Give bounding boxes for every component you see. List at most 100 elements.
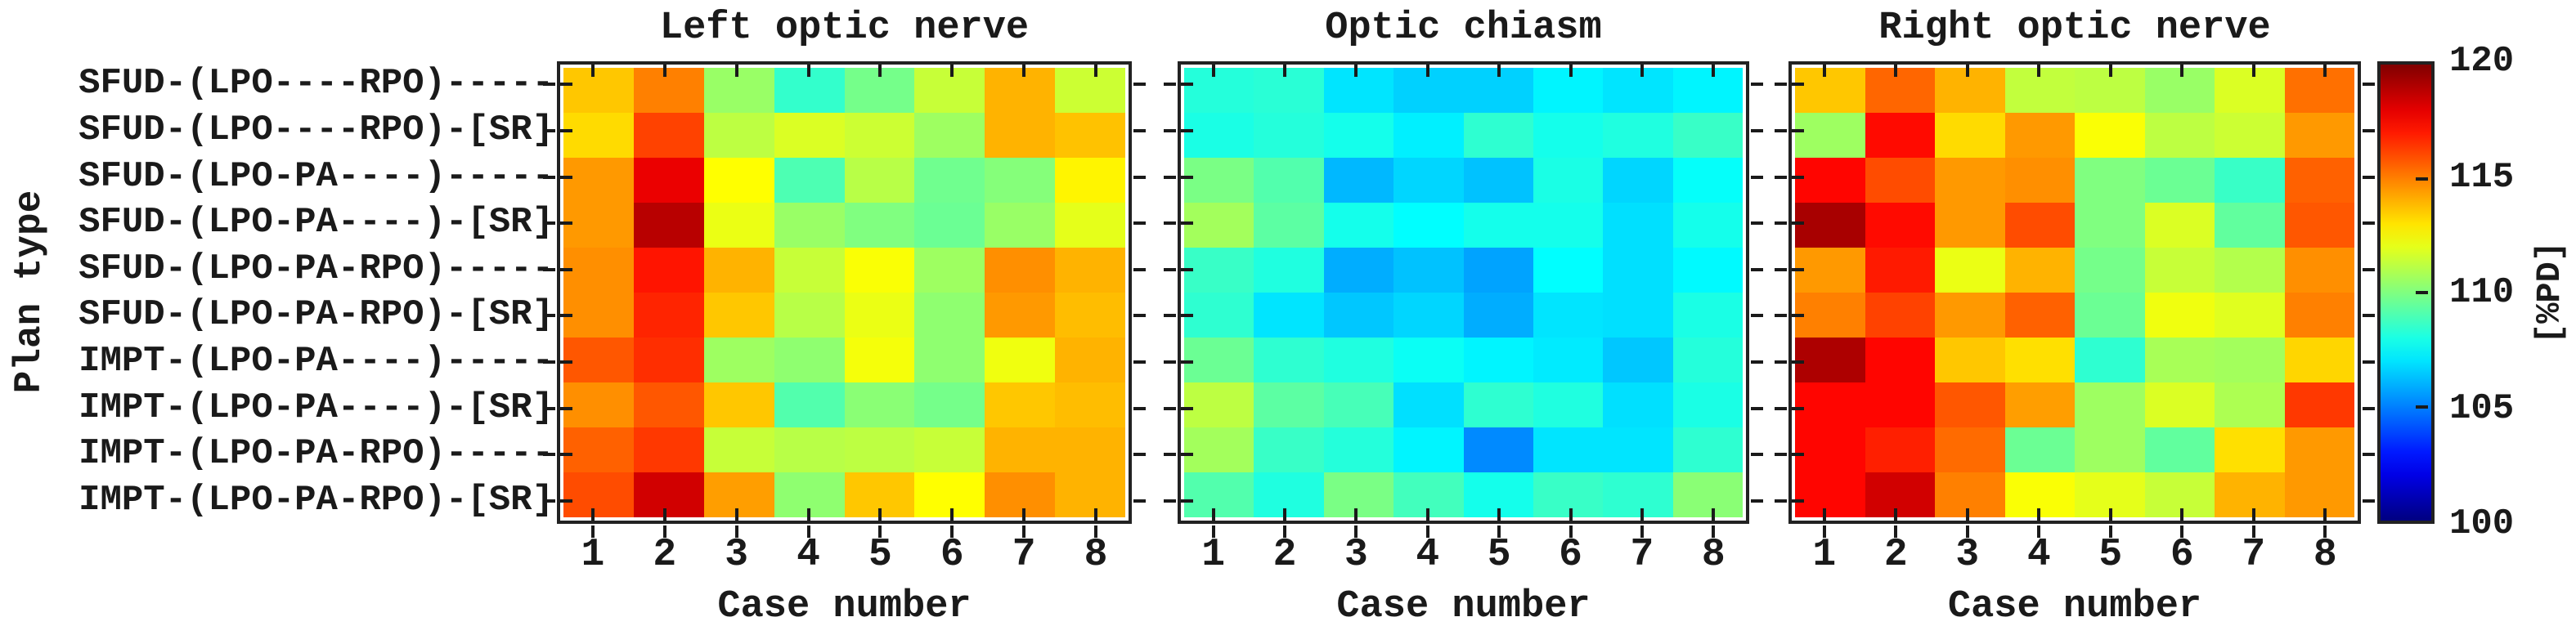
heatmap-cell — [1672, 472, 1743, 517]
axis-tick — [1133, 221, 1146, 226]
heatmap-cell — [633, 338, 704, 382]
axis-tick — [1775, 221, 1787, 226]
axis-tick — [2363, 360, 2375, 364]
heatmap-cell — [1672, 113, 1743, 158]
heatmap-cell — [1055, 293, 1125, 338]
row-label: SFUD-(LPO-PA----)----- — [79, 155, 554, 197]
axis-tick — [1022, 508, 1026, 521]
heatmap-cell — [2284, 113, 2354, 158]
heatmap-cell — [1603, 158, 1673, 203]
heatmap-cell — [633, 158, 704, 203]
heatmap-cell — [703, 68, 774, 113]
axis-tick — [1775, 314, 1787, 318]
axis-tick — [734, 65, 738, 77]
heatmap-cell — [633, 293, 704, 338]
row-label: IMPT-(LPO-PA----)----- — [79, 340, 554, 382]
colorbar-tick-label: 105 — [2449, 387, 2515, 429]
heatmap-cell — [2144, 248, 2215, 293]
axis-tick — [543, 360, 555, 364]
heatmap-cell — [2004, 203, 2075, 248]
heatmap-cell — [1463, 158, 1533, 203]
axis-tick — [1751, 175, 1763, 179]
axis-tick — [1181, 406, 1193, 410]
heatmap-cell — [1323, 158, 1394, 203]
axis-tick — [1094, 508, 1098, 521]
heatmap-cell — [2215, 427, 2285, 472]
x-tick-label: 5 — [868, 533, 892, 577]
heatmap-cell — [2284, 293, 2354, 338]
axis-tick — [543, 453, 555, 457]
x-tick-label: 4 — [797, 533, 820, 577]
heatmap-cell — [1533, 203, 1604, 248]
heatmap-cell — [1323, 338, 1394, 382]
heatmap-cell — [1795, 248, 1865, 293]
heatmap-cell — [563, 382, 634, 427]
axis-tick — [1164, 406, 1176, 410]
colorbar — [2377, 61, 2435, 524]
heatmap-cell — [1603, 68, 1673, 113]
axis-tick — [2108, 525, 2112, 538]
axis-tick — [2037, 525, 2041, 538]
heatmap-cell — [1184, 427, 1254, 472]
heatmap-cell — [703, 203, 774, 248]
x-tick-label: 8 — [2313, 533, 2337, 577]
heatmap-cell — [1795, 293, 1865, 338]
heatmap-cell — [1055, 248, 1125, 293]
axis-tick — [662, 65, 666, 77]
axis-tick — [1283, 525, 1287, 538]
heatmap-cell — [2284, 158, 2354, 203]
heatmap-cell — [1603, 248, 1673, 293]
axis-tick — [1775, 453, 1787, 457]
x-tick-label: 3 — [725, 533, 749, 577]
axis-tick — [1425, 525, 1429, 538]
heatmap-cell — [914, 113, 985, 158]
heatmap-cell — [1254, 113, 1324, 158]
heatmap-cell — [2144, 338, 2215, 382]
heatmap-cell — [633, 382, 704, 427]
heatmap-cell — [1393, 158, 1464, 203]
row-label: SFUD-(LPO----RPO)----- — [79, 63, 554, 105]
heatmap-cell — [844, 248, 915, 293]
heatmap-cell — [2284, 338, 2354, 382]
axis-tick — [560, 453, 572, 457]
heatmap-cell — [1795, 113, 1865, 158]
heatmap-cell — [1463, 113, 1533, 158]
axis-tick — [806, 65, 810, 77]
heatmap-cell — [2215, 293, 2285, 338]
axis-tick — [2108, 65, 2112, 77]
axis-tick — [1822, 508, 1826, 521]
panel-title: Right optic nerve — [1878, 7, 2271, 50]
heatmap-cell — [1935, 203, 2005, 248]
axis-tick — [2363, 83, 2375, 87]
heatmap-cell — [1463, 338, 1533, 382]
axis-tick — [1712, 508, 1716, 521]
heatmap-cell — [1184, 113, 1254, 158]
axis-tick — [2363, 453, 2375, 457]
axis-tick — [1965, 65, 1969, 77]
heatmap-panel — [543, 61, 1146, 538]
heatmap-cell — [985, 382, 1056, 427]
colorbar-tick-label: 100 — [2449, 503, 2515, 544]
axis-tick — [2363, 221, 2375, 226]
axis-tick — [1133, 453, 1146, 457]
panel-title: Optic chiasm — [1325, 7, 1602, 50]
axis-tick — [543, 499, 555, 503]
heatmap-cell — [563, 158, 634, 203]
x-tick-label: 7 — [2242, 533, 2266, 577]
heatmap-cell — [2004, 248, 2075, 293]
heatmap-cell — [1603, 472, 1673, 517]
axis-tick — [1133, 128, 1146, 132]
axis-tick — [1133, 175, 1146, 179]
axis-tick — [1181, 453, 1193, 457]
axis-tick — [560, 221, 572, 226]
heatmap-cell — [1603, 113, 1673, 158]
heatmap-cell — [1935, 382, 2005, 427]
heatmap-cell — [1055, 203, 1125, 248]
heatmap-cell — [1184, 472, 1254, 517]
heatmap-cell — [1254, 203, 1324, 248]
heatmap-cell — [1603, 203, 1673, 248]
axis-tick — [1181, 499, 1193, 503]
axis-tick — [2251, 65, 2255, 77]
heatmap-cell — [1935, 338, 2005, 382]
heatmap-cell — [2004, 338, 2075, 382]
